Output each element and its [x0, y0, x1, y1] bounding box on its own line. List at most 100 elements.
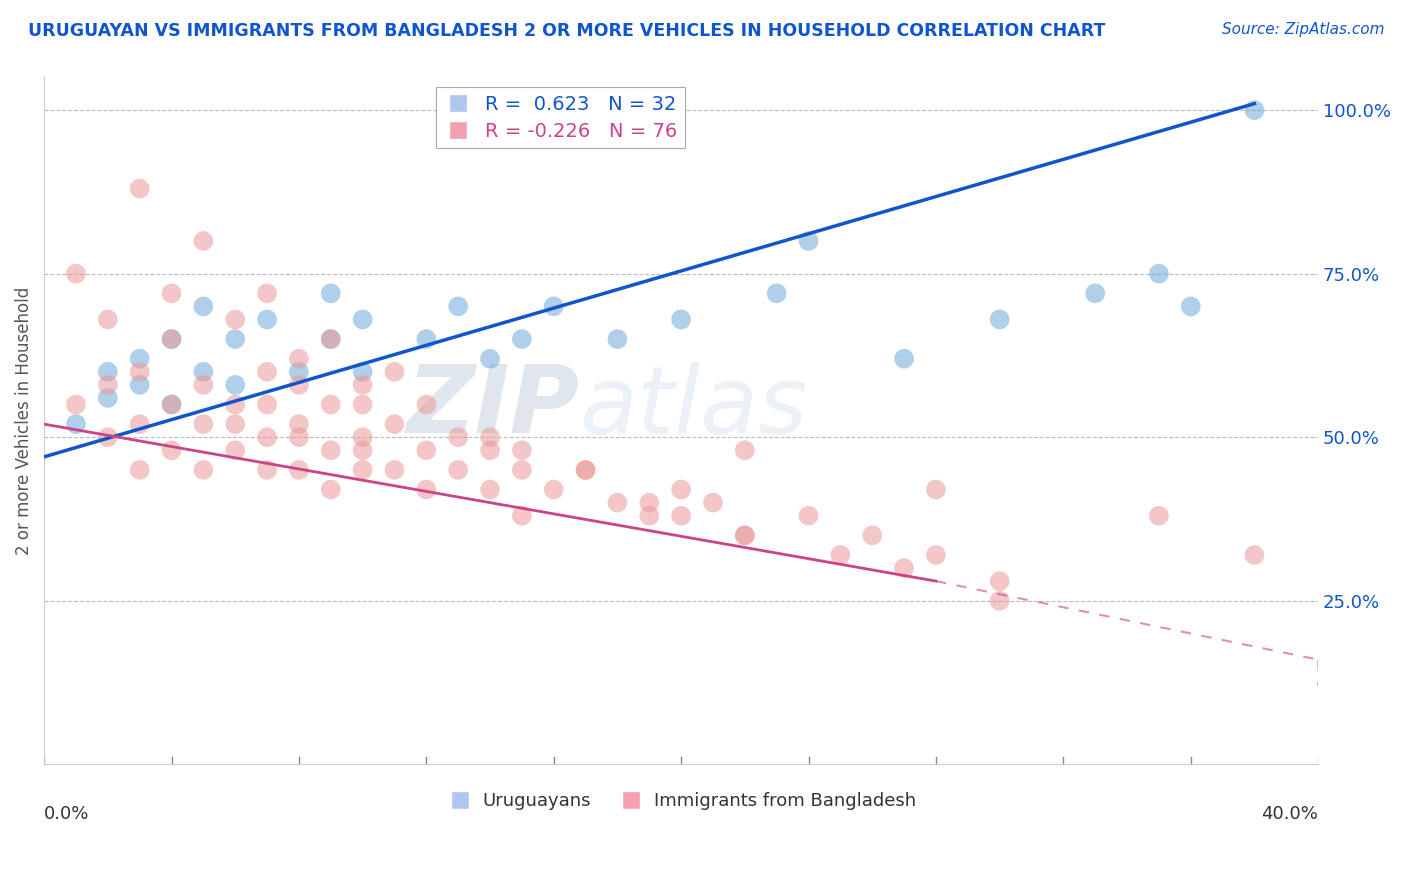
Point: [193, 377, 215, 392]
Point: [193, 463, 215, 477]
Point: [510, 463, 533, 477]
Point: [988, 574, 1011, 588]
Point: [925, 548, 948, 562]
Point: [669, 483, 692, 497]
Point: [256, 430, 278, 444]
Point: [160, 397, 183, 411]
Point: [797, 508, 820, 523]
Point: [1243, 548, 1265, 562]
Point: [543, 483, 565, 497]
Point: [97, 377, 120, 392]
Point: [160, 397, 183, 411]
Point: [224, 377, 246, 392]
Point: [224, 312, 246, 326]
Point: [1243, 103, 1265, 117]
Legend: Uruguayans, Immigrants from Bangladesh: Uruguayans, Immigrants from Bangladesh: [439, 785, 924, 817]
Point: [1147, 267, 1170, 281]
Point: [893, 561, 915, 575]
Point: [1084, 286, 1107, 301]
Text: 0.0%: 0.0%: [44, 805, 90, 823]
Point: [319, 397, 342, 411]
Point: [479, 430, 502, 444]
Point: [510, 332, 533, 346]
Point: [860, 528, 883, 542]
Point: [319, 286, 342, 301]
Point: [669, 508, 692, 523]
Point: [65, 397, 87, 411]
Point: [1147, 508, 1170, 523]
Point: [447, 463, 470, 477]
Point: [574, 463, 596, 477]
Point: [415, 483, 437, 497]
Text: ZIP: ZIP: [406, 361, 579, 453]
Point: [510, 508, 533, 523]
Point: [97, 365, 120, 379]
Point: [256, 286, 278, 301]
Point: [479, 351, 502, 366]
Point: [160, 332, 183, 346]
Point: [288, 365, 311, 379]
Point: [256, 365, 278, 379]
Point: [384, 417, 406, 431]
Point: [606, 332, 628, 346]
Point: [734, 528, 756, 542]
Y-axis label: 2 or more Vehicles in Household: 2 or more Vehicles in Household: [15, 286, 32, 555]
Text: atlas: atlas: [579, 361, 807, 452]
Point: [702, 495, 724, 509]
Point: [479, 483, 502, 497]
Point: [97, 430, 120, 444]
Point: [224, 443, 246, 458]
Point: [352, 463, 374, 477]
Point: [479, 443, 502, 458]
Point: [256, 312, 278, 326]
Point: [447, 299, 470, 313]
Point: [830, 548, 852, 562]
Point: [128, 365, 150, 379]
Point: [415, 397, 437, 411]
Point: [988, 593, 1011, 607]
Point: [606, 495, 628, 509]
Point: [765, 286, 787, 301]
Point: [193, 299, 215, 313]
Point: [128, 377, 150, 392]
Text: URUGUAYAN VS IMMIGRANTS FROM BANGLADESH 2 OR MORE VEHICLES IN HOUSEHOLD CORRELAT: URUGUAYAN VS IMMIGRANTS FROM BANGLADESH …: [28, 22, 1105, 40]
Point: [256, 397, 278, 411]
Point: [352, 430, 374, 444]
Text: 40.0%: 40.0%: [1261, 805, 1319, 823]
Point: [319, 332, 342, 346]
Point: [988, 312, 1011, 326]
Point: [510, 443, 533, 458]
Point: [288, 463, 311, 477]
Point: [638, 495, 661, 509]
Point: [574, 463, 596, 477]
Point: [128, 417, 150, 431]
Point: [97, 391, 120, 405]
Point: [160, 286, 183, 301]
Point: [288, 351, 311, 366]
Point: [193, 365, 215, 379]
Point: [288, 430, 311, 444]
Point: [669, 312, 692, 326]
Point: [797, 234, 820, 248]
Point: [447, 430, 470, 444]
Point: [128, 181, 150, 195]
Point: [256, 463, 278, 477]
Point: [319, 483, 342, 497]
Point: [415, 332, 437, 346]
Point: [224, 332, 246, 346]
Point: [128, 463, 150, 477]
Point: [97, 312, 120, 326]
Point: [319, 332, 342, 346]
Point: [1180, 299, 1202, 313]
Point: [224, 397, 246, 411]
Point: [638, 508, 661, 523]
Point: [352, 377, 374, 392]
Point: [319, 443, 342, 458]
Point: [160, 443, 183, 458]
Point: [65, 417, 87, 431]
Point: [893, 351, 915, 366]
Point: [288, 417, 311, 431]
Point: [128, 351, 150, 366]
Point: [734, 443, 756, 458]
Point: [288, 377, 311, 392]
